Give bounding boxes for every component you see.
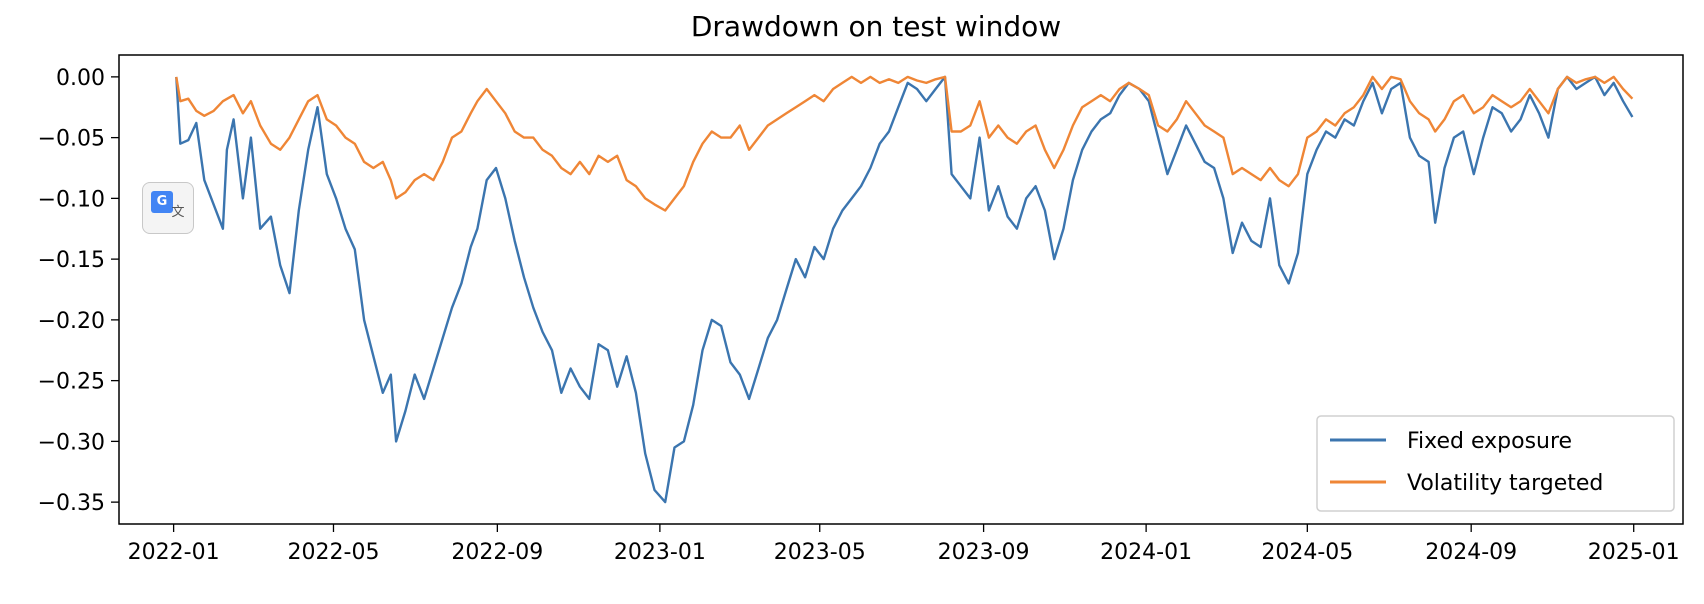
translate-g-glyph: G: [151, 191, 173, 213]
legend-label-fixed-exposure: Fixed exposure: [1407, 429, 1572, 454]
plot-frame: [118, 54, 1684, 525]
plot-lines: [175, 75, 1634, 504]
google-translate-icon[interactable]: G 文: [142, 182, 194, 234]
legend: Fixed exposure Volatility targeted: [1316, 415, 1675, 512]
y-tick-label: −0.15: [38, 248, 105, 273]
x-tick-label: 2025-01: [1588, 540, 1680, 565]
translate-wen-glyph: 文: [171, 205, 185, 220]
legend-label-volatility-targeted: Volatility targeted: [1407, 471, 1603, 496]
x-tick-label: 2024-01: [1100, 540, 1192, 565]
series-line-volatility-targeted: [175, 75, 1634, 212]
y-tick-label: −0.10: [38, 187, 105, 212]
x-tick-label: 2023-05: [774, 540, 866, 565]
y-tick-label: −0.20: [38, 309, 105, 334]
y-axis: 0.00 −0.05 −0.10 −0.15 −0.20 −0.25 −0.30 −0.35: [38, 66, 119, 516]
y-tick-label: −0.25: [38, 370, 105, 395]
x-tick-label: 2024-09: [1425, 540, 1517, 565]
x-tick-label: 2022-05: [288, 540, 380, 565]
chart-title: Drawdown on test window: [691, 10, 1061, 43]
y-tick-label: 0.00: [56, 66, 105, 91]
x-axis: 2022-01 2022-05 2022-09 2023-01 2023-05 2023-…: [128, 524, 1680, 565]
y-tick-label: −0.30: [38, 430, 105, 455]
x-tick-label: 2023-09: [938, 540, 1030, 565]
series-line-fixed-exposure: [175, 75, 1634, 504]
x-tick-label: 2024-05: [1261, 540, 1353, 565]
legend-box: [1316, 415, 1675, 512]
x-tick-label: 2022-01: [128, 540, 220, 565]
y-tick-label: −0.35: [38, 491, 105, 516]
x-tick-label: 2023-01: [614, 540, 706, 565]
x-tick-label: 2022-09: [451, 540, 543, 565]
y-tick-label: −0.05: [38, 127, 105, 152]
